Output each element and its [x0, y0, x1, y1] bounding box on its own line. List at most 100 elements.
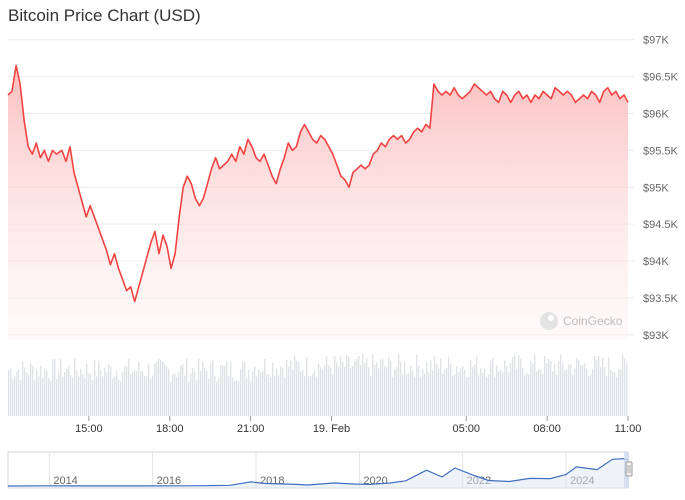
volume-bar [346, 354, 348, 416]
volume-bar [162, 361, 164, 416]
volume-bar [254, 366, 256, 416]
volume-bar [310, 376, 312, 416]
volume-bar [66, 368, 68, 416]
volume-bar [510, 362, 512, 416]
volume-bar [604, 367, 606, 416]
volume-bar [546, 363, 548, 416]
volume-bar [594, 355, 596, 416]
volume-bar [88, 373, 90, 416]
volume-bar [338, 366, 340, 416]
volume-bar [458, 371, 460, 416]
volume-bar [596, 359, 598, 416]
volume-bar [266, 374, 268, 416]
volume-bar [58, 371, 60, 416]
volume-bar [350, 368, 352, 416]
volume-bar [242, 362, 244, 416]
volume-bar [276, 368, 278, 416]
volume-bar [410, 365, 412, 416]
volume-bar [360, 364, 362, 416]
volume-bar [170, 381, 172, 416]
volume-bar [470, 360, 472, 416]
volume-bar [434, 356, 436, 416]
volume-bar [126, 366, 128, 416]
volume-bar [446, 367, 448, 416]
volume-bar [178, 372, 180, 416]
volume-bar [548, 359, 550, 416]
volume-bar [122, 372, 124, 416]
volume-bar [80, 368, 82, 416]
volume-bar [86, 363, 88, 416]
volume-bar [486, 377, 488, 416]
volume-bar [496, 365, 498, 416]
volume-bar [592, 368, 594, 416]
volume-bar [140, 371, 142, 416]
volume-bar [38, 376, 40, 416]
volume-bar [506, 366, 508, 416]
volume-bar [472, 367, 474, 416]
volume-bar [384, 365, 386, 416]
volume-bar [542, 374, 544, 416]
price-line[interactable] [7, 64, 629, 303]
volume-bar [142, 371, 144, 416]
watermark: CoinGecko [563, 314, 623, 328]
volume-bar [198, 358, 200, 416]
volume-bar [568, 364, 570, 416]
volume-bar [128, 359, 130, 416]
volume-bar [76, 371, 78, 416]
volume-bar [196, 379, 198, 416]
volume-bar [414, 377, 416, 416]
volume-bar [34, 380, 36, 416]
volume-bar [344, 366, 346, 416]
volume-bar [574, 368, 576, 416]
volume-bar [502, 372, 504, 416]
volume-bar [490, 360, 492, 416]
volume-bar [98, 360, 100, 416]
volume-bar [450, 364, 452, 416]
volume-bar [118, 379, 120, 416]
volume-bar [190, 373, 192, 416]
volume-bar [222, 365, 224, 416]
volume-bar [302, 369, 304, 416]
volume-bar [386, 367, 388, 416]
volume-bar [176, 376, 178, 416]
volume-bar [352, 366, 354, 416]
volume-bar [136, 371, 138, 416]
volume-bar [452, 375, 454, 416]
y-tick-label: $93.5K [643, 293, 679, 305]
volume-bar [482, 372, 484, 416]
volume-bar [278, 375, 280, 416]
volume-bar [504, 360, 506, 416]
volume-bar [286, 359, 288, 416]
volume-bar [318, 363, 320, 416]
volume-bar [72, 377, 74, 416]
volume-bar [382, 359, 384, 416]
volume-bar [602, 357, 604, 416]
volume-bar [528, 374, 530, 416]
volume-bar [172, 374, 174, 416]
volume-bar [220, 365, 222, 416]
volume-bar [20, 380, 22, 416]
coingecko-logo-icon [540, 312, 558, 330]
volume-bar [454, 374, 456, 416]
volume-bar [358, 356, 360, 416]
volume-bar [622, 354, 624, 416]
volume-bar [356, 359, 358, 416]
volume-bar [538, 369, 540, 416]
volume-bar [322, 368, 324, 416]
volume-bar [516, 368, 518, 416]
volume-bar [588, 375, 590, 416]
volume-bar [106, 372, 108, 416]
volume-bar [364, 362, 366, 416]
volume-bar [192, 367, 194, 416]
volume-bar [444, 369, 446, 416]
volume-bar [514, 355, 516, 416]
volume-bar [488, 374, 490, 416]
navigator-handle[interactable] [625, 461, 633, 477]
volume-bar [210, 362, 212, 416]
volume-bar [416, 354, 418, 416]
volume-bar [374, 364, 376, 416]
volume-bar [84, 378, 86, 416]
volume-bar [186, 359, 188, 416]
volume-bar [474, 364, 476, 416]
